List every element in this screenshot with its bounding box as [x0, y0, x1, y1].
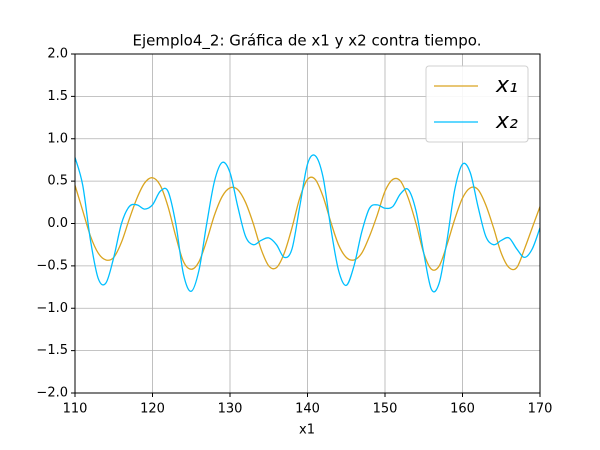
- y-tick-label: 1.5: [47, 89, 68, 104]
- x-tick-label: 130: [218, 402, 243, 417]
- series-line: [75, 176, 540, 271]
- x-tick-label: 120: [140, 402, 165, 417]
- y-tick-label: 1.0: [47, 131, 68, 146]
- plot-frame: [74, 53, 541, 394]
- legend-label: x₁: [495, 73, 518, 98]
- y-tick-label: 0.5: [47, 174, 68, 189]
- x-tick-label: 110: [63, 402, 88, 417]
- series-line: [75, 154, 540, 293]
- legend-label: x₂: [495, 109, 518, 134]
- y-tick-label: −1.0: [36, 301, 68, 316]
- y-tick-label: −1.5: [36, 343, 68, 358]
- x-tick-label: 160: [450, 402, 475, 417]
- plot-lines: [75, 154, 540, 293]
- legend-box: [425, 65, 529, 143]
- y-tick-label: −2.0: [36, 386, 68, 401]
- x-tick-label: 170: [528, 402, 553, 417]
- y-tick-label: −0.5: [36, 258, 68, 273]
- x-axis-label: x1: [299, 423, 315, 438]
- y-tick-label: 2.0: [47, 47, 68, 62]
- x-tick-label: 140: [295, 402, 320, 417]
- y-tick-label: 0.0: [47, 216, 68, 231]
- x-tick-label: 150: [373, 402, 398, 417]
- chart-title: Ejemplo4_2: Gráfica de x1 y x2 contra ti…: [133, 32, 482, 51]
